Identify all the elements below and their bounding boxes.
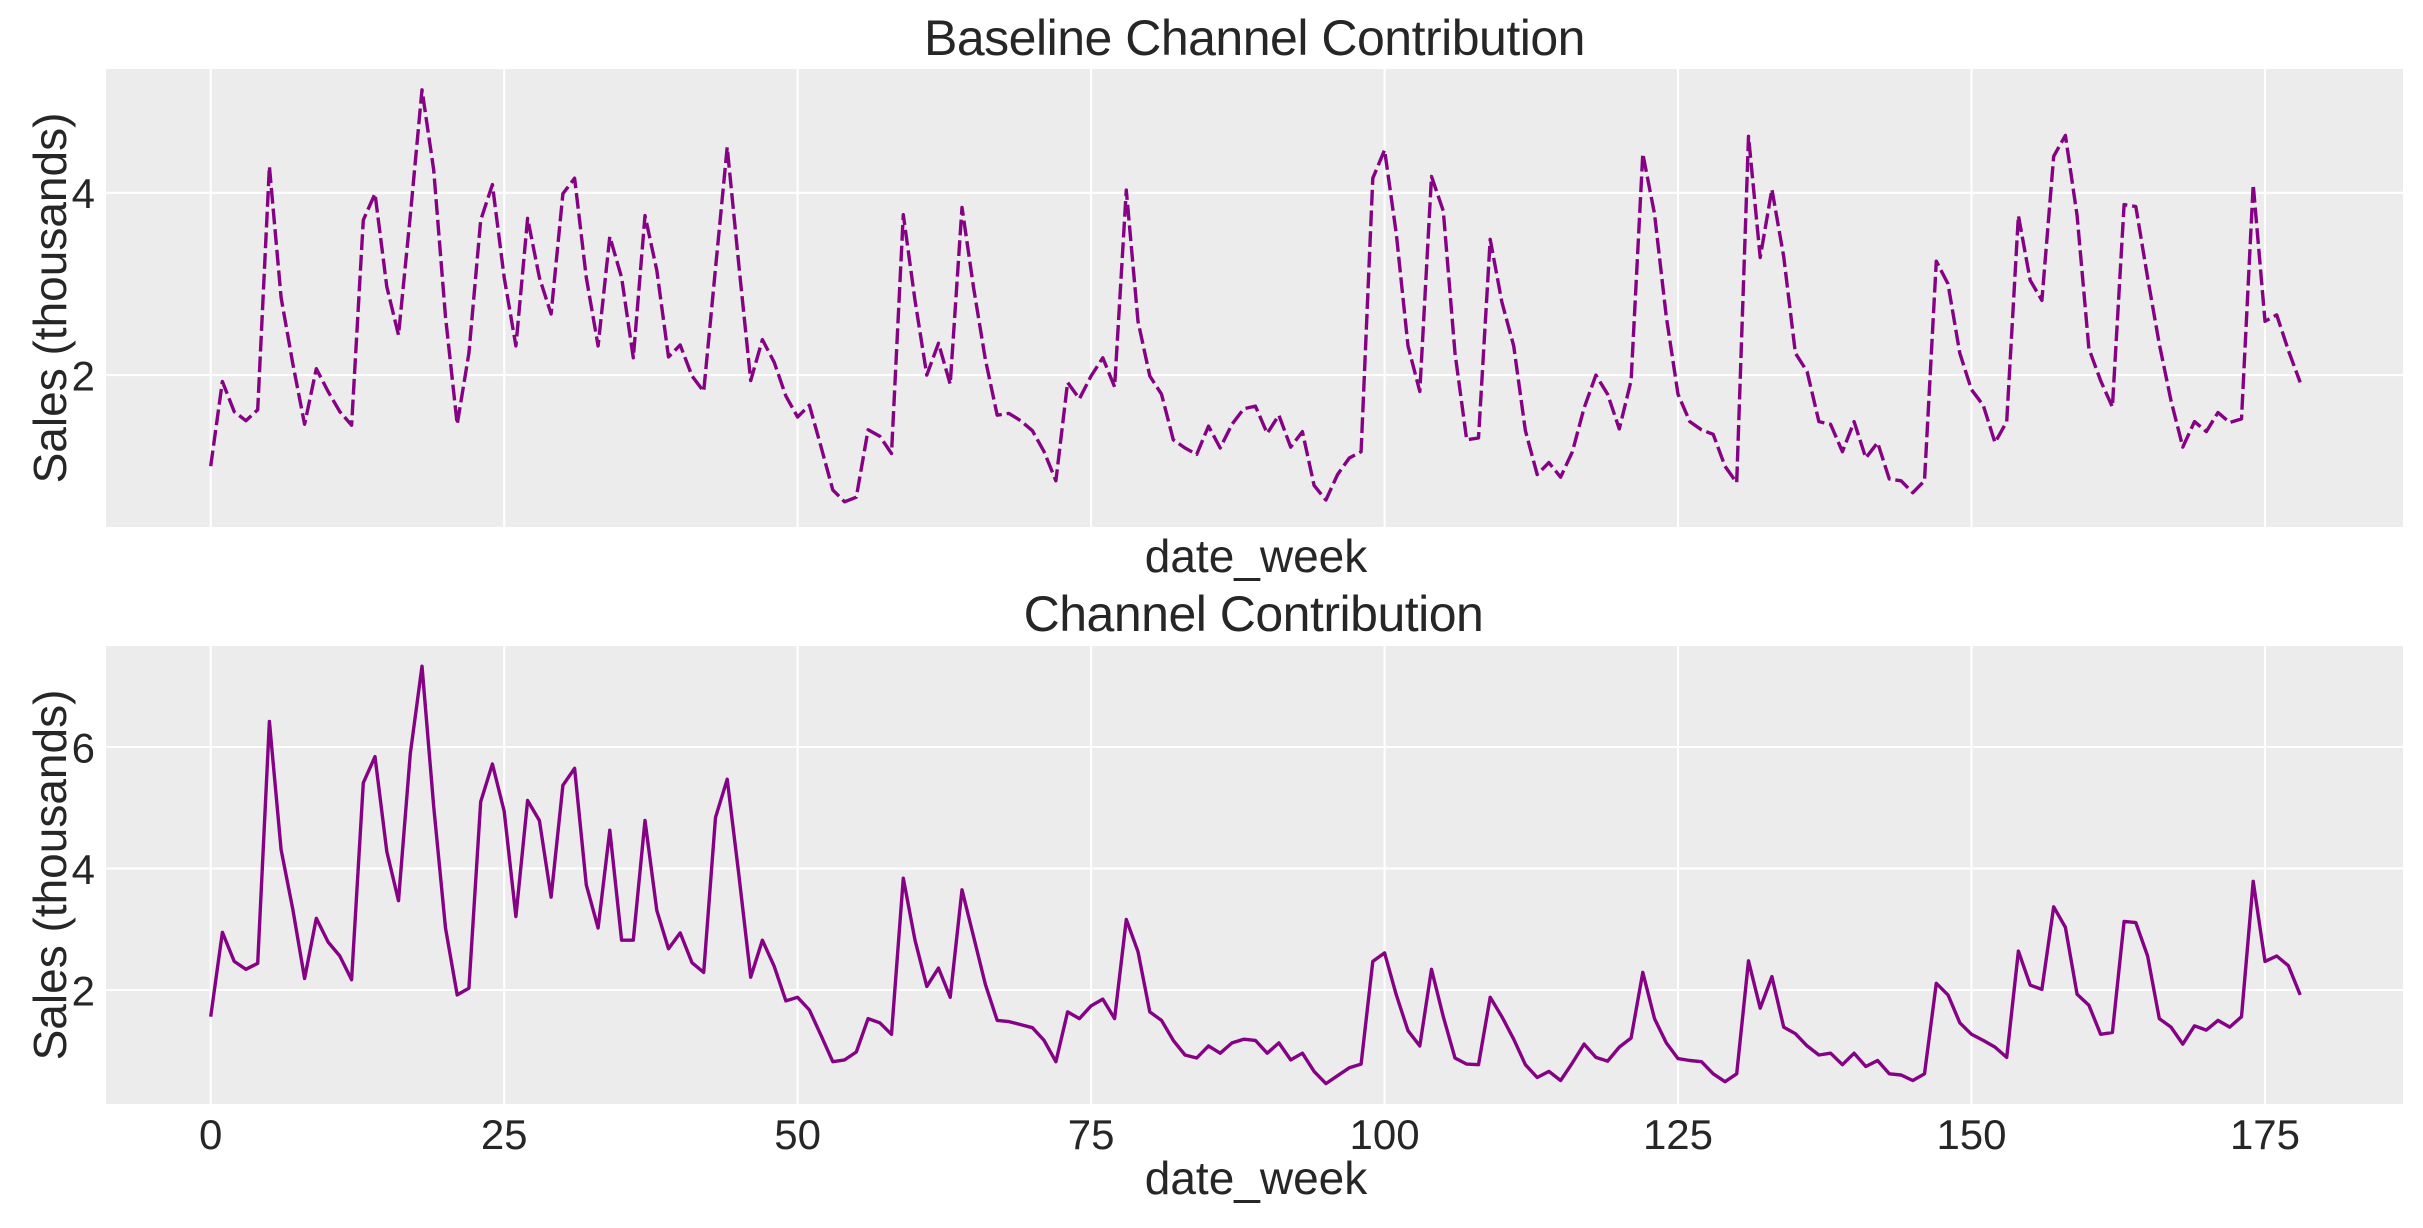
- svg-text:4: 4: [72, 846, 95, 893]
- svg-text:150: 150: [1936, 1111, 2006, 1158]
- svg-text:date_week: date_week: [1145, 1152, 1368, 1204]
- svg-text:date_week: date_week: [1145, 530, 1368, 582]
- svg-text:75: 75: [1068, 1111, 1115, 1158]
- svg-text:2: 2: [72, 353, 95, 400]
- svg-text:4: 4: [72, 170, 95, 217]
- svg-text:Channel Contribution: Channel Contribution: [1024, 586, 1484, 642]
- svg-text:6: 6: [72, 724, 95, 771]
- svg-text:Sales (thousands): Sales (thousands): [24, 113, 76, 484]
- svg-text:25: 25: [481, 1111, 528, 1158]
- svg-text:0: 0: [199, 1111, 222, 1158]
- svg-text:Baseline Channel Contribution: Baseline Channel Contribution: [924, 10, 1585, 66]
- svg-text:125: 125: [1643, 1111, 1713, 1158]
- svg-text:100: 100: [1350, 1111, 1420, 1158]
- svg-text:175: 175: [2230, 1111, 2300, 1158]
- svg-text:2: 2: [72, 967, 95, 1014]
- svg-text:Sales (thousands): Sales (thousands): [24, 690, 76, 1061]
- svg-text:50: 50: [774, 1111, 821, 1158]
